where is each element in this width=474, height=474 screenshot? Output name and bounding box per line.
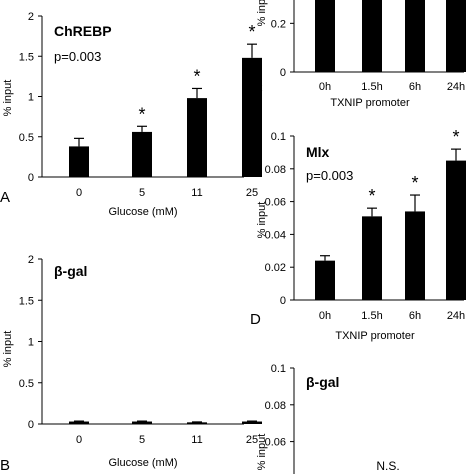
panel-d-significance-marker: * bbox=[411, 173, 418, 193]
panel-a-category-label: 11 bbox=[191, 187, 202, 199]
panel-b-ytick-label: 0.5 bbox=[19, 378, 34, 390]
panel-a-letter: A bbox=[0, 189, 10, 206]
panel-e-ns-label: N.S. bbox=[376, 459, 399, 473]
panel-c-ytick-label: 0.2 bbox=[271, 18, 286, 30]
panel-a-bar bbox=[242, 57, 262, 177]
panel-d-bar bbox=[362, 216, 382, 300]
panel-a-ytick-label: 2 bbox=[28, 11, 34, 23]
panel-c-xlabel: TXNIP promoter bbox=[330, 97, 410, 109]
panel-d-category-label: 0h bbox=[319, 310, 331, 322]
panel-a-xlabel: Glucose (mM) bbox=[108, 206, 177, 218]
panel-c-category-label: 24h bbox=[447, 81, 465, 93]
panel-c-bar bbox=[405, 0, 425, 72]
panel-d-significance-marker: * bbox=[452, 127, 459, 147]
panel-c-chart: C % input TXNIP promoter 0 0.2 0h 1.5h 6h 24h bbox=[252, 0, 466, 109]
panel-d-ytick-label: 0.02 bbox=[265, 262, 286, 274]
panel-a-significance-marker: * bbox=[193, 66, 200, 86]
panel-a-bar bbox=[187, 98, 207, 177]
panel-d-ytick-label: 0.04 bbox=[265, 229, 286, 241]
panel-b-xlabel: Glucose (mM) bbox=[108, 457, 177, 469]
panel-b-category-label: 25 bbox=[246, 434, 258, 446]
panel-c-category-label: 0h bbox=[319, 81, 331, 93]
panel-d-letter: D bbox=[250, 311, 261, 328]
panel-d-title: Mlx bbox=[306, 144, 330, 160]
panel-a-ytick-label: 0 bbox=[28, 172, 34, 184]
panel-e-title: β-gal bbox=[306, 374, 339, 390]
panel-b-category-label: 5 bbox=[139, 434, 145, 446]
panel-a-bar bbox=[132, 131, 152, 177]
panel-a-ytick-label: 1.5 bbox=[19, 51, 34, 63]
panel-d-bar bbox=[315, 260, 335, 300]
panel-d-category-label: 1.5h bbox=[361, 310, 382, 322]
panel-b-chart: B % input Glucose (mM) β-gal 0 0.5 1 1.5 2 0 5… bbox=[0, 254, 262, 474]
panel-b-bar bbox=[69, 421, 89, 424]
panel-e-ytick-label: 0.06 bbox=[265, 437, 286, 449]
panel-b-ytick-label: 1.5 bbox=[19, 295, 34, 307]
panel-c-letter: C bbox=[252, 80, 263, 97]
panel-b-ylabel: % input bbox=[2, 331, 14, 368]
panel-a-category-label: 0 bbox=[76, 187, 82, 199]
panel-d-ylabel: % input bbox=[256, 202, 268, 239]
panel-b-title: β-gal bbox=[54, 263, 87, 279]
panel-c-category-label: 6h bbox=[409, 81, 421, 93]
panel-a-ylabel: % input bbox=[2, 80, 14, 117]
panel-a-title: ChREBP bbox=[54, 23, 112, 39]
panel-e-ytick-label: 0.1 bbox=[271, 363, 286, 375]
panel-b-bar bbox=[242, 421, 262, 424]
panel-d-ytick-label: 0.08 bbox=[265, 164, 286, 176]
panel-b-ytick-label: 1 bbox=[28, 337, 34, 349]
panel-e-chart: % input β-gal N.S. 0.06 0.08 0.1 bbox=[256, 363, 400, 474]
panel-a-ytick-label: 1 bbox=[28, 92, 34, 104]
panel-b-bar bbox=[132, 421, 152, 424]
panel-a-category-label: 5 bbox=[139, 187, 145, 199]
panel-d-pvalue: p=0.003 bbox=[306, 168, 353, 183]
panel-d-bar bbox=[446, 160, 466, 300]
panel-b-ytick-label: 0 bbox=[28, 419, 34, 431]
panel-a-chart: A % input Glucose (mM) ChREBP p=0.003 0 0… bbox=[0, 11, 262, 218]
panel-c-ylabel: % input bbox=[256, 0, 268, 26]
panel-b-ytick-label: 2 bbox=[28, 254, 34, 266]
panel-c-bar bbox=[362, 0, 382, 72]
panel-d-ytick-label: 0.1 bbox=[271, 131, 286, 143]
panel-b-bar bbox=[187, 422, 207, 424]
panel-d-xlabel: TXNIP promoter bbox=[335, 330, 415, 342]
panel-a-significance-marker: * bbox=[248, 22, 255, 42]
panel-b-letter: B bbox=[0, 457, 10, 474]
panel-d-bar bbox=[405, 211, 425, 300]
panel-b-category-label: 0 bbox=[76, 434, 82, 446]
panel-a-bar bbox=[69, 146, 89, 177]
panel-a-category-label: 25 bbox=[246, 187, 258, 199]
panel-c-bar bbox=[315, 0, 335, 72]
panel-c-bar bbox=[446, 0, 466, 72]
panel-d-significance-marker: * bbox=[368, 186, 375, 206]
panel-d-category-label: 6h bbox=[409, 310, 421, 322]
panel-e-ylabel: % input bbox=[256, 434, 268, 471]
panel-c-category-label: 1.5h bbox=[361, 81, 382, 93]
panel-a-significance-marker: * bbox=[138, 104, 145, 124]
panel-d-ytick-label: 0 bbox=[280, 295, 286, 307]
panel-d-chart: D % input TXNIP promoter Mlx p=0.003 0 0.… bbox=[250, 127, 466, 342]
panel-d-ytick-label: 0.06 bbox=[265, 197, 286, 209]
panel-a-pvalue: p=0.003 bbox=[54, 49, 101, 64]
panel-a-ytick-label: 0.5 bbox=[19, 132, 34, 144]
panel-b-category-label: 11 bbox=[191, 434, 202, 446]
panel-e-ytick-label: 0.08 bbox=[265, 400, 286, 412]
panel-d-category-label: 24h bbox=[447, 310, 465, 322]
panel-c-ytick-label: 0 bbox=[280, 67, 286, 79]
